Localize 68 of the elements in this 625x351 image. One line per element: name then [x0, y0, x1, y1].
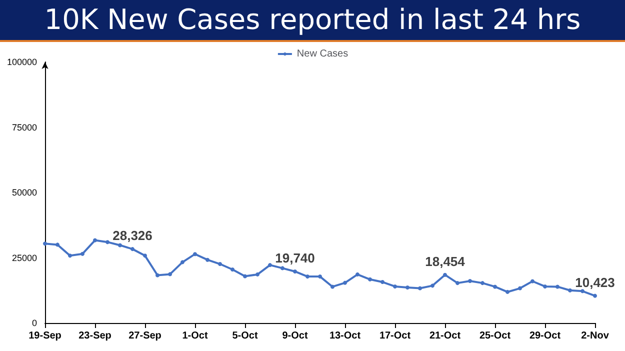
data-label: 28,326: [112, 228, 152, 244]
point: [318, 274, 322, 279]
point: [156, 273, 160, 278]
point: [580, 289, 584, 294]
point: [106, 240, 110, 244]
y-tick-label: 75000: [12, 122, 37, 132]
point: [168, 272, 172, 276]
point: [480, 281, 484, 286]
data-label: 10,423: [575, 274, 615, 290]
point: [518, 286, 522, 290]
point: [143, 254, 147, 258]
point: [430, 284, 434, 288]
point: [43, 242, 47, 246]
point: [368, 277, 372, 282]
point: [393, 284, 397, 288]
point: [280, 266, 284, 270]
point: [268, 263, 272, 268]
y-tick-label: 100000: [6, 57, 37, 67]
point: [93, 238, 97, 242]
x-tick-label: 13-Oct: [329, 330, 362, 342]
point: [568, 288, 572, 292]
x-tick-label: 29-Oct: [529, 330, 562, 342]
x-tick-label: 25-Oct: [479, 330, 512, 342]
data-label: 18,454: [425, 254, 466, 269]
x-tick-label: 2-Nov: [581, 330, 610, 342]
point: [330, 284, 334, 289]
y-tick-label: 25000: [12, 252, 37, 263]
point: [56, 242, 60, 247]
point: [68, 254, 72, 258]
point: [468, 278, 472, 283]
point: [118, 243, 122, 248]
point: [293, 269, 297, 274]
point: [243, 274, 247, 278]
point: [406, 286, 410, 290]
point: [180, 260, 184, 264]
point: [256, 272, 260, 276]
point: [556, 284, 560, 289]
point: [530, 279, 534, 284]
point: [418, 286, 422, 290]
point: [80, 252, 84, 256]
point: [506, 290, 510, 294]
point: [218, 262, 222, 266]
x-tick-label: 5-Oct: [232, 330, 258, 342]
point: [306, 274, 310, 279]
x-tick-label: 21-Oct: [429, 330, 462, 342]
x-tick-label: 27-Sep: [128, 330, 162, 342]
y-tick-label: 50000: [12, 188, 37, 198]
point: [493, 284, 497, 289]
x-tick-label: 9-Oct: [282, 330, 308, 342]
y-tick-label: 0: [32, 318, 37, 328]
point: [206, 258, 210, 262]
point: [343, 280, 347, 285]
point: [356, 272, 360, 276]
legend-label: New Cases: [296, 48, 348, 60]
point: [443, 272, 447, 277]
point: [130, 247, 134, 252]
x-tick-label: 1-Oct: [182, 330, 208, 342]
x-tick-label: 19-Sep: [28, 330, 62, 342]
point: [456, 281, 460, 286]
point: [380, 280, 384, 284]
point: [193, 252, 197, 256]
data-label: 19,740: [275, 250, 315, 266]
chart-title: 10K New Cases reported in last 24 hrs: [0, 0, 625, 42]
point: [543, 284, 547, 288]
x-tick-label: 17-Oct: [379, 330, 412, 342]
point: [593, 294, 597, 298]
x-tick-label: 23-Sep: [78, 330, 112, 342]
point: [230, 267, 234, 272]
